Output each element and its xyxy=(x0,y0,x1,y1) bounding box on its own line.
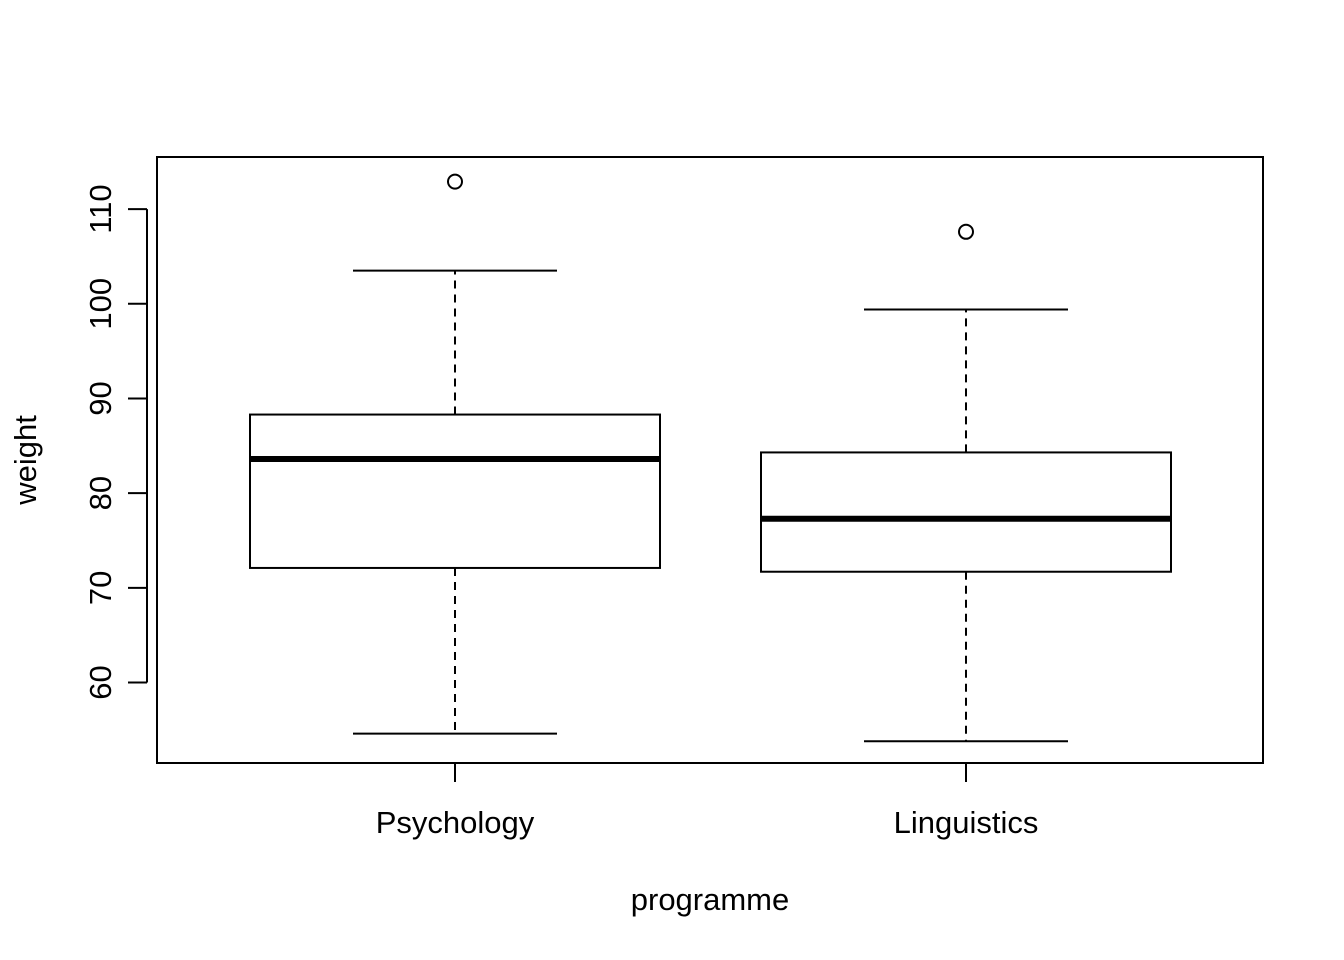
box-psychology xyxy=(249,173,661,735)
box-iqr xyxy=(249,413,661,569)
outlier-point xyxy=(447,173,463,190)
x-tick-label: Linguistics xyxy=(894,805,1039,840)
y-tick-label: 100 xyxy=(83,278,118,330)
x-axis: Psychology Linguistics xyxy=(376,763,1039,840)
y-tick-label: 60 xyxy=(83,665,118,699)
box-iqr xyxy=(760,451,1172,573)
y-axis-label: weight xyxy=(8,415,43,506)
y-tick-label: 110 xyxy=(83,184,118,233)
x-axis-label: programme xyxy=(631,882,790,917)
boxes xyxy=(249,173,1172,743)
box-linguistics xyxy=(760,223,1172,743)
y-tick-label: 90 xyxy=(83,381,118,415)
outlier-point xyxy=(958,223,974,240)
y-tick-label: 70 xyxy=(83,571,118,605)
y-axis: 60 70 80 90 100 110 xyxy=(83,184,148,700)
plot-frame xyxy=(156,156,1264,764)
y-tick-label: 80 xyxy=(83,476,118,510)
x-tick-label: Psychology xyxy=(376,805,535,840)
